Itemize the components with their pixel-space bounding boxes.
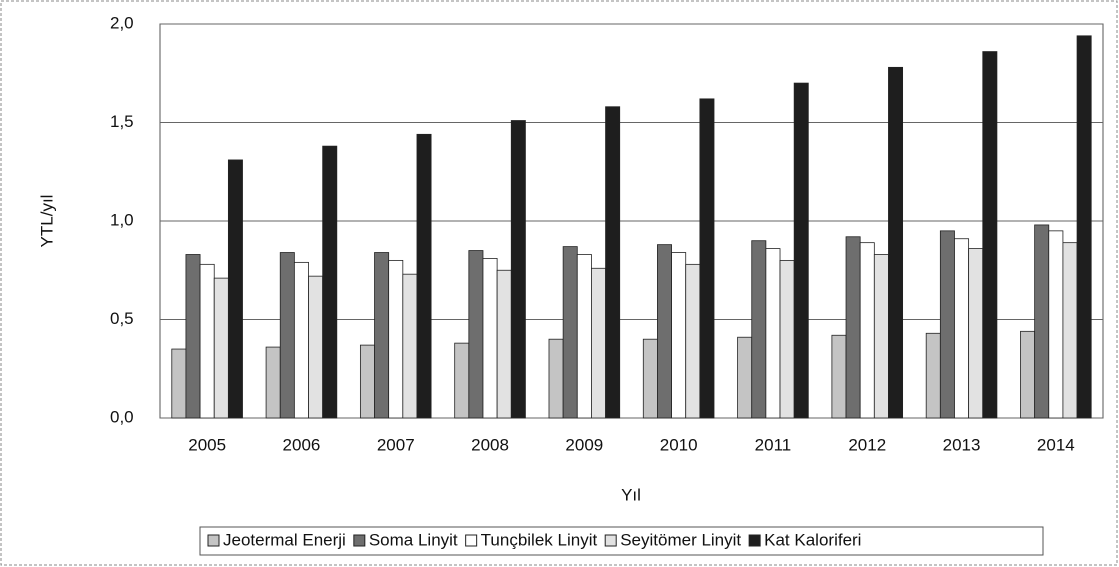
legend-label: Seyitömer Linyit — [620, 530, 741, 549]
x-tick-label: 2008 — [471, 435, 509, 454]
bar — [954, 238, 970, 419]
x-tick-label: 2013 — [943, 435, 981, 454]
bar — [374, 252, 390, 419]
x-tick-label: 2010 — [660, 435, 698, 454]
legend-label: Kat Kaloriferi — [764, 530, 861, 549]
legend-swatch — [465, 534, 478, 547]
legend-box — [199, 526, 1044, 556]
legend-swatch — [353, 534, 366, 547]
bar — [591, 267, 606, 419]
x-tick-label: 2014 — [1037, 435, 1075, 454]
bar — [888, 66, 904, 419]
bar — [1020, 330, 1036, 419]
bar — [968, 248, 984, 419]
bar — [468, 250, 484, 419]
bar — [925, 332, 941, 419]
bar — [402, 273, 418, 419]
bar — [482, 258, 498, 419]
x-tick-label: 2011 — [755, 435, 792, 454]
x-tick-label: 2007 — [377, 435, 415, 454]
bar — [213, 277, 229, 419]
bar — [279, 252, 295, 419]
bar — [199, 263, 215, 419]
bar — [416, 133, 432, 419]
bar — [1076, 35, 1092, 419]
y-tick-label: 2,0 — [110, 13, 134, 32]
bar — [793, 82, 809, 419]
bar — [605, 106, 621, 419]
bar — [359, 344, 375, 419]
y-tick-label: 1,5 — [110, 112, 134, 131]
bar — [657, 244, 672, 419]
bar — [496, 269, 512, 419]
bar — [548, 338, 564, 419]
bar — [939, 230, 955, 419]
bar — [308, 275, 324, 419]
bar — [1048, 230, 1064, 419]
y-tick-label: 0,5 — [110, 309, 134, 328]
bar — [737, 336, 753, 419]
bar — [171, 348, 187, 419]
bar — [779, 259, 795, 419]
y-tick-label: 0,0 — [110, 407, 134, 426]
y-tick-label: 1,0 — [110, 210, 134, 229]
legend-label: Tunçbilek Linyit — [481, 530, 598, 549]
x-tick-label: 2012 — [848, 435, 886, 454]
bar — [685, 263, 701, 419]
bar — [765, 248, 781, 419]
bar — [227, 159, 243, 419]
bar — [873, 254, 889, 419]
bar — [1034, 224, 1050, 419]
bar — [642, 338, 658, 419]
x-tick-label: 2006 — [283, 435, 321, 454]
legend-label: Jeotermal Enerji — [223, 530, 346, 549]
legend-swatch — [207, 534, 220, 547]
y-axis-label: YTL/yıl — [37, 195, 56, 248]
bar — [265, 346, 281, 419]
bar — [982, 51, 998, 419]
bar — [671, 252, 687, 419]
bar — [185, 254, 201, 419]
x-tick-label: 2009 — [565, 435, 603, 454]
bar — [1062, 242, 1078, 419]
legend-label: Soma Linyit — [369, 530, 458, 549]
bar — [510, 120, 526, 419]
bar — [293, 261, 309, 419]
bar — [322, 145, 338, 419]
legend-swatch — [748, 534, 761, 547]
bar — [751, 240, 767, 419]
bar — [845, 236, 861, 419]
bar — [454, 342, 470, 419]
bar — [831, 334, 847, 419]
bar — [699, 98, 715, 419]
legend-swatch — [604, 534, 617, 547]
bar — [576, 254, 592, 419]
bar — [859, 242, 875, 419]
bar — [388, 259, 404, 419]
x-tick-label: 2005 — [188, 435, 226, 454]
x-axis-label: Yıl — [621, 485, 641, 504]
bar — [562, 246, 578, 419]
